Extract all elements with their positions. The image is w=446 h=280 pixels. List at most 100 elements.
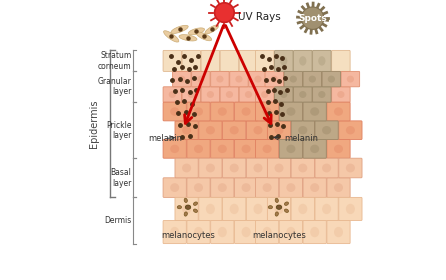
Ellipse shape <box>285 202 289 206</box>
FancyBboxPatch shape <box>256 221 279 244</box>
Ellipse shape <box>245 91 252 98</box>
FancyBboxPatch shape <box>275 87 293 102</box>
Ellipse shape <box>318 56 326 66</box>
Ellipse shape <box>298 164 307 172</box>
Text: Stratum
corneum: Stratum corneum <box>98 51 132 71</box>
FancyBboxPatch shape <box>235 139 258 158</box>
Ellipse shape <box>170 183 179 192</box>
FancyBboxPatch shape <box>220 50 239 71</box>
Ellipse shape <box>263 107 272 116</box>
Ellipse shape <box>289 76 297 83</box>
FancyBboxPatch shape <box>163 87 182 102</box>
FancyBboxPatch shape <box>175 121 198 139</box>
Ellipse shape <box>230 164 239 172</box>
Ellipse shape <box>194 209 198 213</box>
FancyBboxPatch shape <box>339 158 362 178</box>
Ellipse shape <box>235 76 243 83</box>
FancyBboxPatch shape <box>220 87 239 102</box>
Text: Prickle
layer: Prickle layer <box>106 120 132 140</box>
Ellipse shape <box>182 204 191 214</box>
Text: Spots: Spots <box>298 14 327 23</box>
Ellipse shape <box>285 209 289 213</box>
FancyBboxPatch shape <box>163 139 186 158</box>
FancyBboxPatch shape <box>315 197 338 221</box>
FancyBboxPatch shape <box>211 71 229 87</box>
FancyBboxPatch shape <box>327 139 350 158</box>
Ellipse shape <box>299 56 306 66</box>
FancyBboxPatch shape <box>275 87 293 102</box>
FancyBboxPatch shape <box>293 87 312 102</box>
Text: UV Rays: UV Rays <box>239 12 281 22</box>
FancyBboxPatch shape <box>293 50 312 71</box>
FancyBboxPatch shape <box>341 71 359 87</box>
Ellipse shape <box>185 205 191 209</box>
FancyBboxPatch shape <box>235 178 258 197</box>
Ellipse shape <box>310 227 319 237</box>
Text: melanocytes: melanocytes <box>252 231 306 240</box>
FancyBboxPatch shape <box>199 158 222 178</box>
Ellipse shape <box>263 227 272 237</box>
Ellipse shape <box>242 227 251 237</box>
FancyBboxPatch shape <box>313 50 331 71</box>
FancyBboxPatch shape <box>187 178 210 197</box>
Ellipse shape <box>299 91 306 98</box>
FancyBboxPatch shape <box>332 87 350 102</box>
FancyBboxPatch shape <box>284 71 302 87</box>
Ellipse shape <box>286 183 295 192</box>
FancyBboxPatch shape <box>279 221 302 244</box>
Ellipse shape <box>334 145 343 153</box>
FancyBboxPatch shape <box>303 221 326 244</box>
Ellipse shape <box>178 76 186 83</box>
Ellipse shape <box>253 204 263 214</box>
Ellipse shape <box>230 126 239 134</box>
Ellipse shape <box>188 91 195 98</box>
Ellipse shape <box>206 126 215 134</box>
Ellipse shape <box>205 25 219 34</box>
FancyBboxPatch shape <box>293 50 312 71</box>
FancyBboxPatch shape <box>268 158 291 178</box>
FancyBboxPatch shape <box>279 178 302 197</box>
Ellipse shape <box>298 204 307 214</box>
Ellipse shape <box>286 145 295 153</box>
Ellipse shape <box>289 76 297 83</box>
FancyBboxPatch shape <box>322 71 341 87</box>
Ellipse shape <box>280 56 287 66</box>
Ellipse shape <box>322 126 331 134</box>
Text: melanocytes: melanocytes <box>161 231 215 240</box>
FancyBboxPatch shape <box>256 178 279 197</box>
Ellipse shape <box>275 212 278 216</box>
FancyBboxPatch shape <box>192 71 210 87</box>
FancyBboxPatch shape <box>246 197 270 221</box>
FancyBboxPatch shape <box>235 102 258 121</box>
FancyBboxPatch shape <box>163 50 182 71</box>
FancyBboxPatch shape <box>291 197 314 221</box>
FancyBboxPatch shape <box>293 87 312 102</box>
Ellipse shape <box>169 91 176 98</box>
Ellipse shape <box>346 164 355 172</box>
FancyBboxPatch shape <box>303 71 322 87</box>
Ellipse shape <box>170 107 179 116</box>
Ellipse shape <box>254 76 262 83</box>
Ellipse shape <box>334 227 343 237</box>
FancyBboxPatch shape <box>291 121 314 139</box>
Ellipse shape <box>286 145 295 153</box>
Ellipse shape <box>242 145 251 153</box>
Ellipse shape <box>263 145 272 153</box>
FancyBboxPatch shape <box>256 87 274 102</box>
Ellipse shape <box>207 91 214 98</box>
FancyBboxPatch shape <box>315 158 338 178</box>
Ellipse shape <box>197 76 205 83</box>
Ellipse shape <box>346 126 355 134</box>
FancyBboxPatch shape <box>246 121 270 139</box>
FancyBboxPatch shape <box>322 71 341 87</box>
Ellipse shape <box>218 227 227 237</box>
FancyBboxPatch shape <box>327 102 350 121</box>
FancyBboxPatch shape <box>315 121 338 139</box>
FancyBboxPatch shape <box>249 71 267 87</box>
FancyBboxPatch shape <box>303 139 326 158</box>
FancyBboxPatch shape <box>339 121 362 139</box>
Ellipse shape <box>334 107 343 116</box>
FancyBboxPatch shape <box>246 158 270 178</box>
Ellipse shape <box>286 107 295 116</box>
FancyBboxPatch shape <box>313 50 331 71</box>
